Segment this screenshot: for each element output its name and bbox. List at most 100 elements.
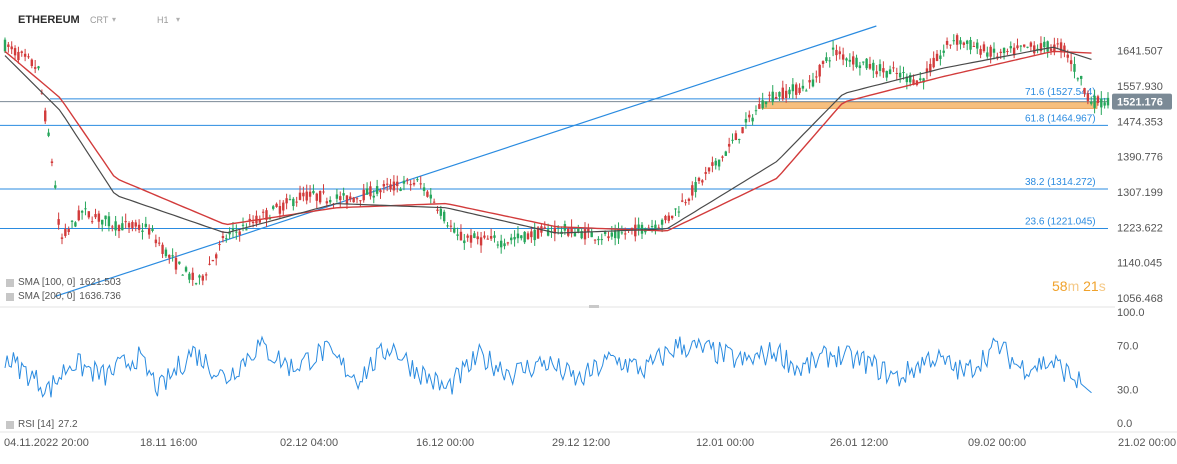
candle-body[interactable]: [570, 226, 573, 234]
candle-body[interactable]: [436, 209, 439, 211]
candle-body[interactable]: [1043, 41, 1046, 48]
candle-body[interactable]: [37, 66, 40, 69]
candle-body[interactable]: [801, 85, 805, 89]
candle-body[interactable]: [389, 184, 392, 190]
pane-resize-handle[interactable]: [589, 305, 599, 308]
candle-body[interactable]: [459, 231, 463, 241]
candle-body[interactable]: [432, 201, 436, 203]
candle-body[interactable]: [835, 49, 838, 56]
candle-body[interactable]: [127, 223, 131, 228]
candle-body[interactable]: [265, 210, 268, 220]
candle-body[interactable]: [429, 194, 432, 199]
candle-body[interactable]: [862, 61, 865, 63]
candle-body[interactable]: [204, 274, 208, 276]
candle-body[interactable]: [17, 51, 20, 61]
candle-body[interactable]: [7, 44, 10, 47]
candle-body[interactable]: [47, 132, 50, 136]
candle-body[interactable]: [90, 221, 94, 223]
candle-body[interactable]: [664, 215, 667, 221]
candle-body[interactable]: [107, 216, 111, 227]
candle-body[interactable]: [479, 237, 483, 246]
candle-body[interactable]: [1002, 47, 1006, 54]
candle-body[interactable]: [154, 239, 158, 244]
candle-body[interactable]: [613, 230, 617, 239]
candle-body[interactable]: [453, 227, 456, 233]
candle-body[interactable]: [87, 211, 91, 218]
candle-body[interactable]: [855, 57, 858, 68]
candle-body[interactable]: [141, 230, 144, 232]
candle-body[interactable]: [282, 202, 285, 211]
candle-body[interactable]: [80, 210, 84, 213]
candle-body[interactable]: [674, 208, 677, 210]
candle-body[interactable]: [473, 233, 476, 238]
candle-body[interactable]: [727, 143, 731, 147]
candle-body[interactable]: [721, 156, 724, 158]
candle-body[interactable]: [231, 228, 235, 231]
candle-body[interactable]: [597, 238, 600, 241]
candle-body[interactable]: [302, 192, 305, 197]
candle-body[interactable]: [20, 51, 23, 53]
candle-body[interactable]: [580, 231, 583, 239]
candle-body[interactable]: [892, 67, 895, 69]
candle-body[interactable]: [738, 138, 741, 140]
candle-body[interactable]: [1083, 88, 1086, 94]
candle-body[interactable]: [1059, 42, 1063, 52]
candle-body[interactable]: [1026, 46, 1029, 48]
sma200-line[interactable]: [4, 50, 1092, 232]
sma100-line[interactable]: [4, 46, 1092, 234]
candle-body[interactable]: [10, 46, 13, 50]
candle-body[interactable]: [593, 239, 597, 241]
candle-body[interactable]: [412, 182, 416, 185]
candle-body[interactable]: [553, 227, 557, 234]
candle-body[interactable]: [439, 208, 443, 216]
timeframe-label[interactable]: H1: [157, 15, 169, 25]
candle-body[interactable]: [691, 185, 694, 196]
candle-body[interactable]: [396, 181, 399, 187]
candle-body[interactable]: [624, 233, 627, 235]
candle-body[interactable]: [922, 78, 925, 83]
candle-body[interactable]: [751, 117, 754, 122]
candle-body[interactable]: [111, 226, 114, 228]
candle-body[interactable]: [137, 224, 141, 230]
candle-body[interactable]: [771, 91, 774, 102]
candle-body[interactable]: [50, 161, 54, 163]
candle-body[interactable]: [888, 69, 892, 75]
candle-body[interactable]: [654, 224, 657, 230]
candle-body[interactable]: [684, 202, 687, 204]
candle-body[interactable]: [248, 218, 251, 221]
candle-body[interactable]: [1100, 98, 1103, 108]
candle-body[interactable]: [1036, 48, 1039, 50]
candle-body[interactable]: [362, 189, 365, 201]
candle-body[interactable]: [117, 225, 121, 232]
candle-body[interactable]: [469, 235, 473, 243]
candle-body[interactable]: [831, 47, 835, 50]
candle-body[interactable]: [573, 232, 577, 237]
candle-body[interactable]: [533, 229, 536, 241]
candle-body[interactable]: [513, 236, 516, 240]
candle-body[interactable]: [1019, 45, 1023, 47]
candle-body[interactable]: [369, 186, 372, 197]
candle-body[interactable]: [218, 244, 221, 246]
candle-body[interactable]: [758, 104, 761, 109]
candle-body[interactable]: [778, 91, 781, 97]
candle-body[interactable]: [929, 63, 932, 73]
candle-body[interactable]: [144, 223, 148, 227]
candle-body[interactable]: [912, 79, 915, 85]
candle-body[interactable]: [852, 56, 855, 65]
candle-body[interactable]: [285, 198, 288, 204]
candle-body[interactable]: [754, 110, 758, 112]
candle-body[interactable]: [1029, 42, 1033, 47]
candle-body[interactable]: [811, 79, 815, 87]
candle-body[interactable]: [54, 185, 57, 188]
candle-body[interactable]: [979, 49, 982, 55]
candle-body[interactable]: [791, 84, 795, 92]
candle-body[interactable]: [841, 54, 845, 60]
candle-body[interactable]: [315, 193, 318, 201]
candle-body[interactable]: [409, 184, 412, 186]
candle-body[interactable]: [872, 62, 875, 71]
candle-body[interactable]: [1046, 41, 1049, 52]
candle-body[interactable]: [610, 232, 614, 237]
candle-body[interactable]: [1022, 44, 1026, 47]
candle-body[interactable]: [308, 191, 312, 197]
